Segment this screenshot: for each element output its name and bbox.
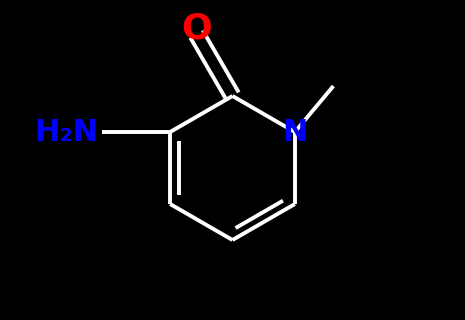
Text: N: N — [282, 117, 307, 147]
Text: H₂N: H₂N — [34, 117, 98, 147]
Text: O: O — [181, 11, 212, 45]
